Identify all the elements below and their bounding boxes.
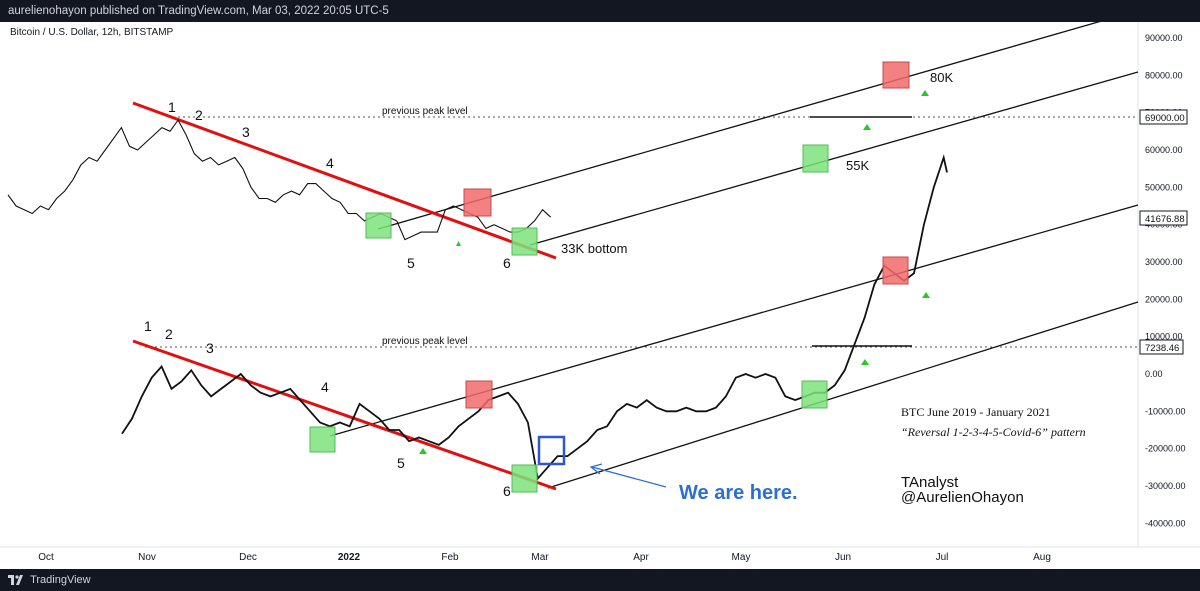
x-tick-label: 2022 <box>338 552 361 563</box>
price-label-peak: 69000.00 <box>1139 109 1188 125</box>
wave-label-top-5: 5 <box>407 255 415 271</box>
footer-bar: TradingView <box>0 569 1200 591</box>
price-series-2021-2022 <box>7 119 552 241</box>
prev-peak-label-bottom: previous peak level <box>382 336 468 347</box>
wave-label-bottom-5: 5 <box>397 455 405 471</box>
time-axis: Oct Nov Dec 2022 Feb Mar Apr May Jun Jul Aug <box>38 552 1051 563</box>
y-tick-label: -20000.00 <box>1145 444 1186 454</box>
wave-label-top-4: 4 <box>326 155 334 171</box>
y-tick-label: -10000.00 <box>1145 406 1186 416</box>
we-are-here-arrow <box>591 466 667 488</box>
y-tick-label: 20000.00 <box>1145 294 1183 304</box>
x-tick-label: May <box>732 552 751 563</box>
downtrend-line-top <box>132 101 557 260</box>
green-box-4 <box>511 464 538 493</box>
footer-brand: TradingView <box>30 574 91 587</box>
symbol-label: Bitcoin / U.S. Dollar, 12h, BITSTAMP <box>10 27 174 38</box>
label-55k: 55K <box>846 158 869 173</box>
author-handle: @AurelienOhayon <box>901 489 1024 506</box>
svg-text:69000.00: 69000.00 <box>1145 113 1185 124</box>
y-tick-label: 90000.00 <box>1145 33 1183 43</box>
svg-text:7238.46: 7238.46 <box>1145 343 1179 354</box>
x-tick-label: Jun <box>835 552 851 563</box>
y-tick-label: 60000.00 <box>1145 145 1183 155</box>
green-box-1 <box>365 212 392 239</box>
wave-label-top-1: 1 <box>168 99 176 115</box>
price-label-bottom-peak: 7238.46 <box>1139 339 1184 355</box>
y-tick-label: 30000.00 <box>1145 257 1183 267</box>
price-axis: 90000.0080000.0070000.0060000.0050000.00… <box>1145 33 1186 528</box>
x-tick-label: Mar <box>531 552 549 563</box>
y-tick-label: -40000.00 <box>1145 518 1186 528</box>
x-tick-label: Dec <box>239 552 257 563</box>
tradingview-logo-icon <box>8 575 23 586</box>
y-tick-label: 50000.00 <box>1145 182 1183 192</box>
y-tick-label: -30000.00 <box>1145 481 1186 491</box>
wave-label-top-3: 3 <box>242 124 250 140</box>
y-tick-label: 10000.00 <box>1145 332 1183 342</box>
price-chart[interactable]: 90000.0080000.0070000.0060000.0050000.00… <box>0 22 1200 569</box>
red-box-1 <box>463 188 492 217</box>
publisher-bar: aurelienohayon published on TradingView.… <box>0 0 1200 22</box>
green-box-3 <box>309 426 336 453</box>
green-box-55k <box>802 144 829 173</box>
svg-text:41676.88: 41676.88 <box>1145 214 1185 225</box>
x-tick-label: Aug <box>1033 552 1051 563</box>
wave-label-top-2: 2 <box>195 107 203 123</box>
green-box-2 <box>511 227 538 256</box>
red-box-80k <box>882 61 910 89</box>
red-box-2 <box>465 380 493 409</box>
we-are-here-label: We are here. <box>679 482 798 504</box>
prev-peak-label-top: previous peak level <box>382 106 468 117</box>
wave-label-bottom-2: 2 <box>165 326 173 342</box>
channel-upper-bottom <box>329 204 1139 437</box>
wave-label-bottom-4: 4 <box>321 379 329 395</box>
x-tick-label: Jul <box>936 552 949 563</box>
x-tick-label: Oct <box>38 552 54 563</box>
channel-upper-top <box>377 22 1101 230</box>
x-tick-label: Apr <box>633 552 649 563</box>
price-label-current: 41676.88 <box>1139 210 1188 226</box>
green-box-5 <box>801 380 828 409</box>
label-80k: 80K <box>930 70 953 85</box>
marker-triangle <box>922 292 930 298</box>
channel-lower-top <box>529 71 1139 246</box>
pattern-subtitle: “Reversal 1-2-3-4-5-Covid-6” pattern <box>901 425 1086 439</box>
blue-box <box>537 435 566 466</box>
wave-label-bottom-3: 3 <box>206 340 214 356</box>
wave-label-top-6: 6 <box>503 255 511 271</box>
wave-label-bottom-6: 6 <box>503 483 511 499</box>
pattern-title: BTC June 2019 - January 2021 <box>901 405 1051 419</box>
author-name: TAnalyst <box>901 474 959 491</box>
price-series-2019-2021 <box>121 154 948 481</box>
marker-triangle <box>863 124 871 130</box>
red-box-3 <box>882 256 909 285</box>
marker-triangle <box>419 448 427 454</box>
x-tick-label: Nov <box>138 552 156 563</box>
publisher-line: aurelienohayon published on TradingView.… <box>8 5 389 17</box>
we-are-here-arrowhead <box>589 463 603 475</box>
channel-lower-bottom <box>547 301 1139 489</box>
wave-label-bottom-1: 1 <box>144 318 152 334</box>
marker-triangle <box>861 359 869 365</box>
downtrend-line-bottom <box>132 339 557 491</box>
marker-triangle <box>921 90 929 96</box>
y-tick-label: 0.00 <box>1145 369 1163 379</box>
label-33k-bottom: 33K bottom <box>561 241 628 256</box>
marker-triangle <box>456 241 461 246</box>
x-tick-label: Feb <box>441 552 459 563</box>
y-tick-label: 80000.00 <box>1145 70 1183 80</box>
